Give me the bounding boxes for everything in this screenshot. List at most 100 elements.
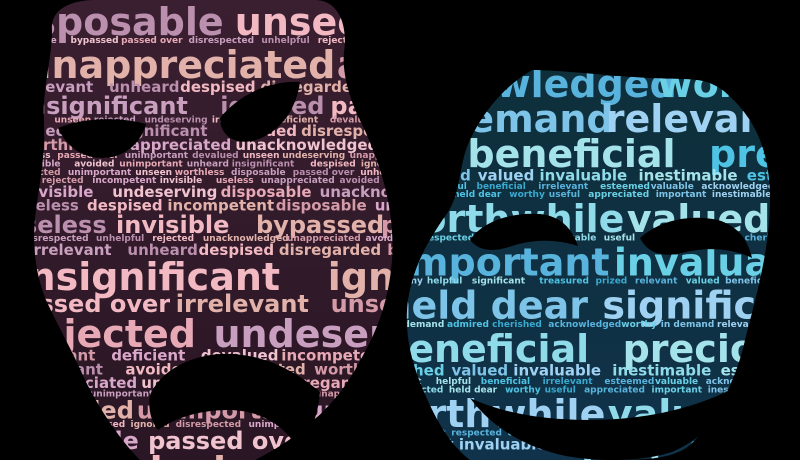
mask-word: irrelevant: [176, 290, 309, 318]
mask-word: rejected: [169, 449, 346, 460]
mask-word: unimportant: [68, 168, 132, 178]
mask-word: unimportant: [119, 160, 183, 170]
mask-word: unappreciated: [287, 234, 361, 244]
mask-word: cherished: [492, 320, 542, 330]
mask-word: unseen: [135, 168, 172, 178]
mask-word: beneficial: [481, 377, 530, 387]
mask-word: insignificant: [16, 255, 281, 299]
mask-word: worthy: [387, 277, 423, 287]
mask-word: passed over: [121, 36, 183, 46]
mask-word: valuable: [651, 182, 694, 192]
mask-word: unimportant: [90, 390, 154, 400]
mask-word: cherished: [772, 429, 800, 439]
mask-word: passed over: [23, 390, 85, 400]
mask-word: rejected: [152, 234, 194, 244]
mask-word: despised: [199, 241, 275, 259]
mask-word: disposable: [231, 168, 286, 178]
mask-word: treasured: [775, 385, 800, 395]
sad-mask-right-eye: [220, 81, 300, 142]
mask-word: prized: [596, 277, 628, 287]
mask-word: invisible: [18, 160, 61, 170]
mask-word: useful: [604, 234, 635, 244]
mask-word: unseen: [375, 197, 436, 215]
mask-word: in demand: [661, 320, 714, 330]
mask-word: significant: [472, 277, 526, 287]
mask-word: beneficial: [467, 132, 675, 176]
mask-word: avoided: [366, 234, 406, 244]
mask-word: useless: [16, 197, 79, 215]
mask-word: passed over: [293, 168, 355, 178]
happy-mask-right-eye: [640, 217, 752, 258]
mask-word: passed over: [6, 290, 170, 318]
mask-word: important: [652, 385, 703, 395]
mask-word: unhelpful: [360, 168, 408, 178]
mask-word: dear: [367, 132, 465, 176]
mask-word: unheard: [307, 397, 420, 425]
mask-word: unappreciated: [261, 176, 335, 186]
mask-word: appreciated: [588, 190, 649, 200]
mask-word: bypassed: [387, 241, 467, 259]
mask-word: useless: [6, 211, 107, 239]
mask-word: bypassed: [256, 211, 384, 239]
mask-word: deficient: [111, 347, 185, 365]
mask-word: useful: [779, 377, 800, 387]
mask-word: held dear: [453, 190, 502, 200]
mask-word: useful: [774, 182, 800, 192]
mask-word: disposable: [221, 183, 312, 201]
mask-word: esteemed: [600, 182, 650, 192]
happy-mask-mouth: [470, 390, 730, 460]
mask-word: valued: [452, 362, 509, 380]
mask-word: invisible: [160, 176, 203, 186]
mask-word: valuable: [655, 377, 698, 387]
mask-word: unheard: [187, 160, 229, 170]
mask-word: prized: [602, 449, 736, 460]
mask-word: worthy: [505, 385, 541, 395]
mask-word: significant: [368, 377, 422, 387]
mask-word: important: [396, 240, 610, 284]
mask-word: treasured: [779, 190, 800, 200]
mask-word: ignored: [328, 255, 493, 299]
mask-word: inestimable: [612, 362, 711, 380]
mask-word: helpful: [427, 277, 462, 287]
mask-word: cherished: [362, 362, 445, 380]
mask-word: beneficial: [477, 182, 526, 192]
mask-word: insignificant: [1, 420, 64, 430]
mask-word: avoided: [337, 43, 507, 87]
mask-word: significant: [691, 435, 780, 453]
mask-word: unappreciated: [109, 136, 232, 154]
mask-word: invaluable: [540, 167, 628, 185]
mask-word: valued: [478, 167, 535, 185]
mask-word: unappreciated: [24, 43, 335, 87]
mask-word: ignored: [131, 420, 170, 430]
mask-word: unseen: [243, 151, 280, 161]
mask-word: acknowledged: [701, 182, 774, 192]
mask-word: irrelevant: [28, 241, 111, 259]
mask-word: held dear: [449, 385, 498, 395]
mask-word: appreciated: [584, 385, 645, 395]
mask-word: avoided: [340, 176, 380, 186]
mask-word: devalued: [192, 151, 239, 161]
mask-word: devalued: [330, 115, 377, 125]
mask-word: acknowledged: [548, 320, 621, 330]
mask-word: valued: [686, 277, 720, 287]
mask-word: unacknowledged: [235, 136, 378, 154]
mask-word: useful: [545, 385, 576, 395]
mask-word: disrespected: [176, 420, 242, 430]
mask-word: avoided: [74, 160, 114, 170]
mask-word: useful: [549, 190, 580, 200]
mask-word: despised: [310, 160, 355, 170]
mask-word: inestimable: [639, 167, 738, 185]
mask-word: unhelpful: [261, 36, 309, 46]
happy-mask-left-eye: [470, 213, 578, 250]
mask-word: worthless: [175, 168, 225, 178]
mask-word: disregarded: [279, 241, 381, 259]
mask-word: despised: [87, 197, 163, 215]
mask-word: useful: [774, 197, 800, 241]
mask-word: passed over: [381, 211, 545, 239]
mask-word: useful: [755, 392, 800, 436]
mask-word: disposable: [0, 0, 224, 44]
mask-word: dear: [768, 320, 792, 330]
mask-word: important: [656, 190, 707, 200]
mask-word: invisible: [23, 183, 94, 201]
